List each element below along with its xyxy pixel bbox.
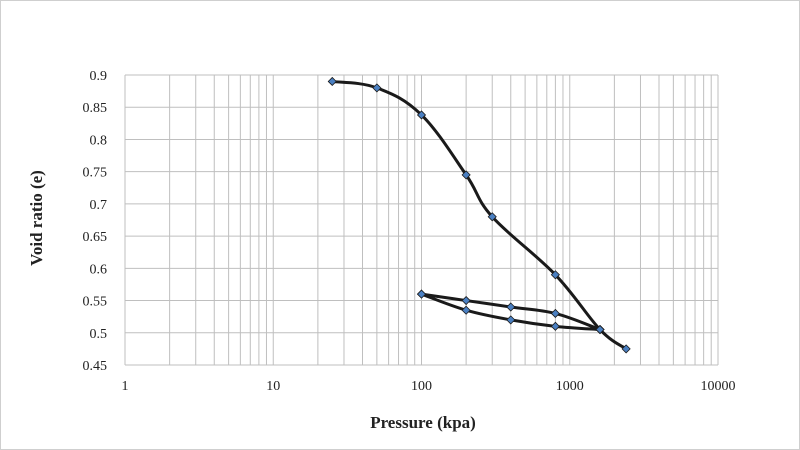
x-tick-label: 10 — [266, 379, 280, 394]
y-tick-labels: 0.45 0.5 0.55 0.6 0.65 0.7 0.75 0.8 0.85 0.9 — [83, 69, 108, 374]
data-point — [416, 110, 427, 120]
data-point — [550, 308, 560, 319]
x-tick-label: 10000 — [701, 379, 736, 394]
x-tick-labels: 1 10 100 1000 10000 — [122, 379, 736, 394]
data-point — [550, 270, 560, 280]
data-point — [621, 344, 631, 354]
y-tick-label: 0.6 — [90, 262, 108, 277]
data-point — [506, 302, 516, 312]
y-tick-label: 0.8 — [90, 133, 108, 148]
data-point — [461, 170, 471, 180]
data-point — [327, 76, 337, 87]
y-tick-label: 0.75 — [83, 166, 108, 181]
x-tick-label: 1000 — [556, 379, 584, 394]
data-points — [327, 76, 631, 354]
series-lines — [330, 79, 628, 351]
x-tick-label: 1 — [122, 379, 129, 394]
y-tick-label: 0.5 — [90, 327, 108, 342]
y-tick-label: 0.85 — [83, 101, 108, 116]
y-tick-label: 0.55 — [83, 295, 108, 310]
data-point — [461, 305, 471, 315]
y-axis-title: Void ratio (e) — [27, 170, 46, 266]
data-point — [416, 289, 427, 299]
y-tick-label: 0.65 — [83, 230, 108, 245]
data-point — [461, 295, 471, 306]
series-line-1 — [330, 79, 628, 351]
data-point — [506, 315, 516, 325]
x-axis-title: Pressure (kpa) — [370, 413, 476, 432]
data-point — [487, 212, 497, 222]
x-tick-label: 100 — [411, 379, 432, 394]
data-point — [550, 321, 560, 331]
y-tick-label: 0.45 — [83, 359, 108, 374]
y-tick-label: 0.9 — [90, 69, 108, 84]
data-point — [372, 83, 382, 93]
data-point — [595, 324, 605, 335]
y-tick-label: 0.7 — [90, 198, 108, 213]
grid — [124, 74, 719, 366]
